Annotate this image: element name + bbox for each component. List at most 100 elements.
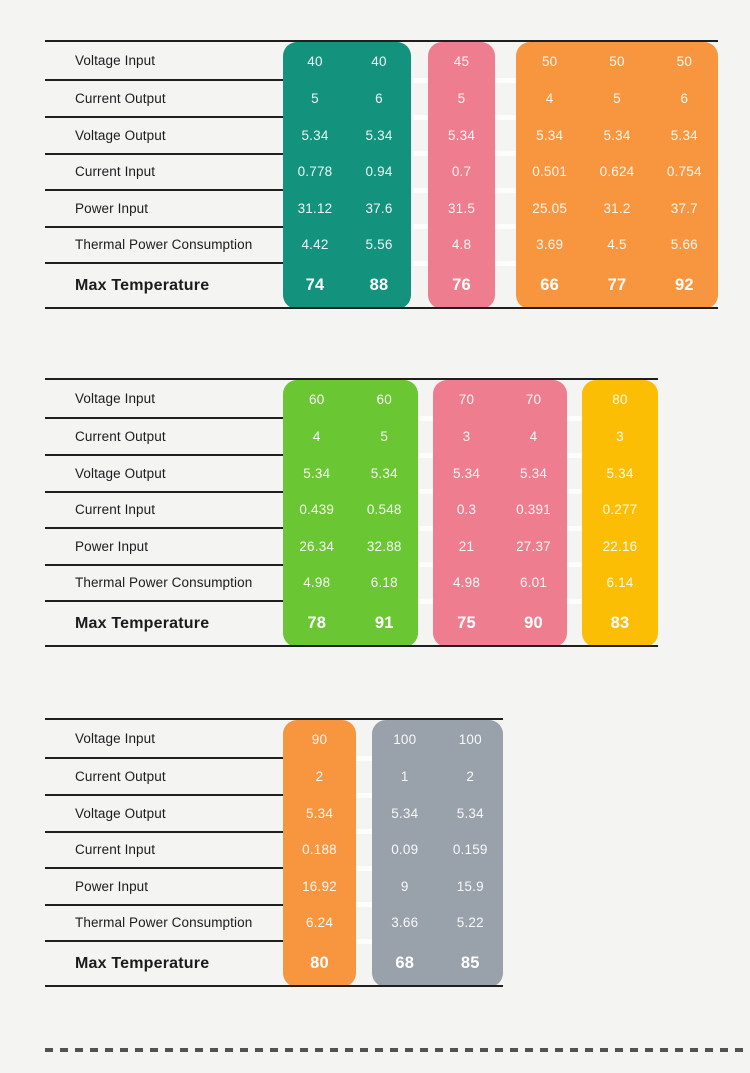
value-cell-current-output: 6 bbox=[680, 91, 689, 106]
value-column: 100 1 5.34 0.09 9 3.66 68 bbox=[372, 720, 438, 987]
row-label-voltage-input: Voltage Input bbox=[75, 52, 156, 68]
value-cell-power-input: 31.2 bbox=[603, 200, 631, 216]
value-cell-power-input: 31.5 bbox=[447, 200, 476, 216]
row-separator bbox=[45, 490, 283, 493]
row-label-voltage-output: Voltage Output bbox=[75, 465, 166, 481]
value-cell-current-output: 3 bbox=[616, 429, 624, 444]
value-cell-voltage-output: 5.34 bbox=[303, 465, 331, 481]
value-cell-current-output: 4 bbox=[545, 91, 554, 106]
value-cell-current-output: 4 bbox=[312, 429, 321, 444]
value-cell-max-temperature: 88 bbox=[369, 276, 389, 295]
value-cell-thermal-power-consumption: 3.69 bbox=[536, 237, 564, 253]
value-cell-power-input: 15.9 bbox=[456, 878, 484, 894]
value-column: 40 5 5.34 0.778 31.12 4.42 74 bbox=[283, 42, 347, 309]
value-cell-current-input: 0.277 bbox=[602, 502, 638, 518]
value-cell-thermal-power-consumption: 4.98 bbox=[452, 575, 481, 591]
value-cell-max-temperature: 78 bbox=[307, 614, 327, 633]
value-cell-current-output: 3 bbox=[462, 429, 471, 444]
value-cell-current-input: 0.7 bbox=[451, 164, 472, 180]
gap-highlight bbox=[356, 938, 372, 944]
gap-highlight bbox=[495, 260, 516, 266]
value-cell-max-temperature: 66 bbox=[540, 276, 560, 295]
gap-highlight bbox=[495, 77, 516, 83]
table-top-rule bbox=[45, 718, 503, 720]
value-cell-thermal-power-consumption: 6.01 bbox=[519, 575, 548, 591]
gap-highlight bbox=[356, 865, 372, 871]
value-cell-max-temperature: 74 bbox=[305, 276, 325, 295]
gap-highlight bbox=[411, 151, 428, 156]
gap-highlight bbox=[418, 598, 433, 604]
table-bottom-rule bbox=[45, 984, 503, 987]
row-label-max-temperature: Max Temperature bbox=[75, 614, 210, 632]
value-cell-voltage-output: 5.34 bbox=[305, 805, 334, 821]
value-cell-max-temperature: 68 bbox=[395, 954, 415, 973]
value-cell-current-input: 0.159 bbox=[452, 842, 488, 858]
measurement-table-1: Voltage Input Current Output Voltage Outpu… bbox=[45, 40, 718, 309]
value-cell-thermal-power-consumption: 4.98 bbox=[303, 575, 331, 591]
value-cell-voltage-input: 40 bbox=[307, 53, 323, 69]
value-cell-current-input: 0.501 bbox=[532, 164, 568, 180]
gap-highlight bbox=[411, 77, 428, 83]
gap-highlight bbox=[356, 829, 372, 834]
value-cell-max-temperature: 92 bbox=[674, 276, 694, 295]
gap-highlight bbox=[411, 114, 428, 120]
value-cell-voltage-output: 5.34 bbox=[365, 127, 393, 143]
value-cell-power-input: 25.05 bbox=[532, 200, 568, 216]
value-cell-current-input: 0.188 bbox=[302, 842, 337, 858]
gap-highlight bbox=[495, 114, 516, 120]
row-separator bbox=[45, 527, 283, 529]
measurement-table-2: Voltage Input Current Output Voltage Outpu… bbox=[45, 378, 658, 647]
row-label-thermal-power-consumption: Thermal Power Consumption bbox=[75, 575, 253, 591]
value-cell-max-temperature: 75 bbox=[457, 614, 476, 633]
value-cell-power-input: 26.34 bbox=[299, 538, 335, 554]
row-label-current-input: Current Input bbox=[75, 164, 156, 180]
value-cell-thermal-power-consumption: 4.42 bbox=[301, 237, 329, 253]
value-cell-thermal-power-consumption: 5.56 bbox=[365, 237, 393, 253]
value-cell-current-output: 5 bbox=[613, 91, 621, 106]
row-separator bbox=[45, 417, 283, 419]
value-column: 40 6 5.34 0.94 37.6 5.56 88 bbox=[347, 42, 411, 309]
gap-highlight bbox=[418, 415, 433, 421]
gap-highlight bbox=[567, 525, 582, 531]
value-cell-voltage-input: 70 bbox=[525, 391, 542, 407]
value-cell-current-output: 1 bbox=[400, 769, 409, 784]
value-cell-voltage-input: 60 bbox=[309, 391, 325, 407]
dashed-divider bbox=[45, 1048, 745, 1052]
value-cell-voltage-output: 5.34 bbox=[456, 805, 484, 821]
value-cell-current-output: 2 bbox=[466, 769, 475, 784]
value-cell-voltage-input: 50 bbox=[609, 53, 625, 69]
row-label-current-input: Current Input bbox=[75, 502, 156, 518]
gap-highlight bbox=[411, 260, 428, 266]
measurement-table-3: Voltage Input Current Output Voltage Outpu… bbox=[45, 718, 503, 987]
value-cell-voltage-output: 5.34 bbox=[301, 127, 329, 143]
value-block-3: 80 3 5.34 0.277 22.16 6.14 83 bbox=[582, 380, 658, 647]
gap-highlight bbox=[418, 452, 433, 458]
row-separator bbox=[45, 225, 283, 228]
value-column: 50 5 5.34 0.624 31.2 4.5 77 bbox=[583, 42, 650, 309]
value-cell-max-temperature: 76 bbox=[452, 276, 471, 295]
value-cell-current-input: 0.391 bbox=[516, 502, 551, 518]
value-cell-voltage-input: 50 bbox=[676, 53, 693, 69]
value-cell-voltage-output: 5.34 bbox=[452, 465, 481, 481]
value-block-1: 40 5 5.34 0.778 31.12 4.42 74 40 6 5.34 0.94 37.6 5.… bbox=[283, 42, 411, 309]
row-label-max-temperature: Max Temperature bbox=[75, 276, 210, 294]
row-separator bbox=[45, 600, 283, 602]
table-top-rule bbox=[45, 378, 658, 380]
value-cell-power-input: 27.37 bbox=[516, 538, 551, 554]
gap-highlight bbox=[495, 151, 516, 156]
row-label-power-input: Power Input bbox=[75, 878, 149, 894]
value-cell-thermal-power-consumption: 5.22 bbox=[456, 915, 484, 931]
row-label-current-output: Current Output bbox=[75, 429, 166, 444]
value-cell-voltage-input: 80 bbox=[612, 391, 628, 407]
value-cell-power-input: 21 bbox=[458, 538, 475, 554]
value-cell-max-temperature: 83 bbox=[610, 614, 630, 633]
value-cell-voltage-input: 100 bbox=[458, 731, 482, 747]
row-separator bbox=[45, 152, 283, 155]
value-cell-voltage-output: 5.34 bbox=[536, 127, 564, 143]
value-cell-max-temperature: 91 bbox=[374, 614, 394, 633]
table-bottom-rule bbox=[45, 306, 718, 309]
value-cell-voltage-output: 5.34 bbox=[603, 127, 631, 143]
value-column: 60 4 5.34 0.439 26.34 4.98 78 bbox=[283, 380, 351, 647]
value-cell-voltage-output: 5.34 bbox=[391, 805, 419, 821]
